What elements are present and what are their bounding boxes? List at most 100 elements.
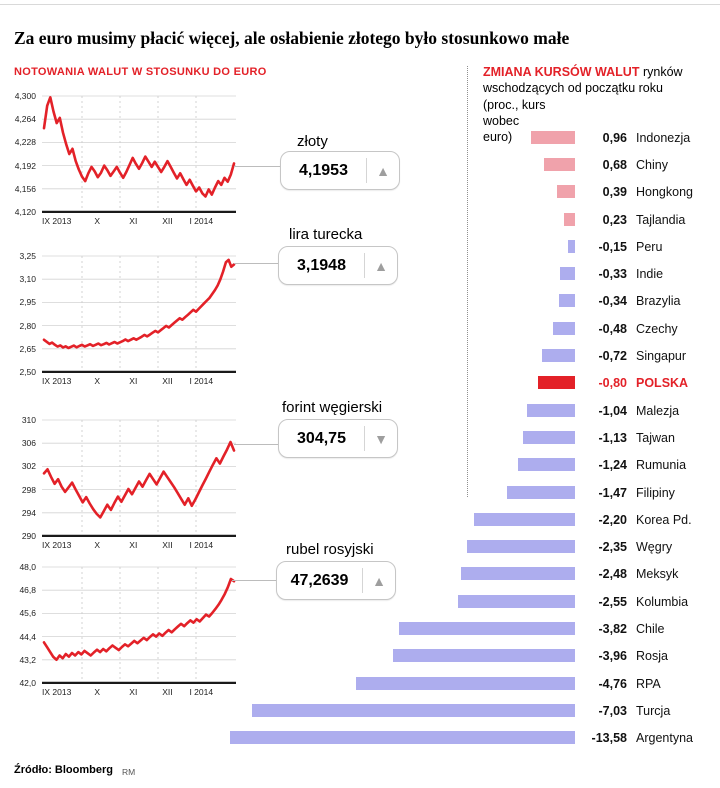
right-panel-subtitle: rynków wschodzących od początku roku [483,65,683,96]
x-tick-label: XI [129,687,138,697]
bar-row: -0,33 Indie [230,260,708,287]
bar-value: -1,24 [598,458,628,473]
bar-track [230,567,575,581]
value-badge-rubel: 47,2639 ▲ [276,561,396,600]
leader-line [232,580,276,581]
line-chart-block-rubel: 48,0 46,8 45,6 44,4 43,2 42,0 IX 2013 X XI XII I … [8,562,236,700]
bar-track [230,212,575,227]
bar-row: -2,20 Korea Pd. [230,506,708,533]
bar-track [230,157,575,172]
y-tick-label: 4,192 [14,160,36,171]
bar-row: -7,03 Turcja [230,697,708,724]
bar-value: 0,23 [602,212,627,227]
bar-track [230,731,575,745]
bar-value: -2,48 [598,567,628,582]
price-line [42,577,236,662]
bar-country: Singapur [636,349,687,364]
source-credit: Źródło: Bloomberg [14,764,113,776]
bar-track [230,649,575,663]
dotted-separator [467,66,468,497]
x-tick-label: I 2014 [189,540,214,550]
x-axis: IX 2013 X XI XII I 2014 [42,216,236,228]
right-panel-note: (proc., kurs wobec euro) [483,97,546,145]
price-line [42,440,236,519]
bar-value: -1,04 [598,403,628,418]
y-tick-label: 2,65 [19,343,36,354]
bar-value: -2,20 [598,512,628,527]
currency-label-zloty: złoty [297,133,328,150]
bar-value: -1,13 [598,430,628,445]
bar-row: -3,82 Chile [230,615,708,642]
x-tick-label: XI [129,376,138,386]
currency-value: 4,1953 [299,161,348,179]
price-line [42,95,236,198]
bar [544,157,575,171]
bar-country: Czechy [636,321,678,336]
trend-down-icon: ▼ [374,430,388,447]
plot-area [42,255,236,373]
bar [559,294,575,308]
y-tick-label: 42,0 [19,678,36,688]
bar-value: 0,68 [602,157,627,172]
bar [474,512,575,526]
currency-value: 47,2639 [290,571,349,589]
line-chart-block-forint: 310 306 302 298 294 290 IX 2013 X XI XII I 2014 [8,415,236,553]
bar-row: 0,68 Chiny [230,151,708,178]
page-title: Za euro musimy płacić więcej, ale osłabi… [14,27,570,48]
y-axis: 4,300 4,264 4,228 4,192 4,156 4,120 [8,91,38,217]
x-tick-label: XII [162,216,173,226]
bar-track [230,512,575,527]
bar-country: Meksyk [636,567,679,582]
bar-country: Brazylia [636,294,681,309]
bar-row: -0,80 POLSKA [230,370,708,397]
x-axis: IX 2013 X XI XII I 2014 [42,376,236,388]
y-tick-label: 298 [21,484,36,495]
bar-track [230,676,575,691]
x-tick-label: IX 2013 [42,216,72,226]
bar [518,458,575,472]
bar-value: -0,34 [598,294,628,309]
bar-value: -0,80 [598,376,628,391]
bar-row: -13,58 Argentyna [230,725,708,752]
bar-country: Filipiny [636,485,675,500]
bar [461,567,575,581]
bar-row: -1,47 Filipiny [230,479,708,506]
badge-divider [366,158,367,183]
bar-value: -0,48 [598,321,628,336]
bar [356,676,575,690]
y-tick-label: 4,264 [14,114,36,125]
bar-value: 0,39 [602,185,627,200]
line-chart-block-zloty: 4,300 4,264 4,228 4,192 4,156 4,120 IX 2013 X X… [8,91,236,229]
bar [568,239,575,253]
y-tick-label: 2,50 [19,367,36,377]
top-rule [0,4,720,5]
bar [560,267,575,281]
x-tick-label: I 2014 [189,376,214,386]
bar-country: Korea Pd. [636,512,692,527]
bar-row: -4,76 RPA [230,670,708,697]
bar-value: -2,55 [598,594,628,609]
currency-label-lira: lira turecka [289,226,363,243]
bar-value: -2,35 [598,540,628,555]
bar [458,594,575,608]
bar [542,349,575,363]
bar-value: 0,96 [602,130,627,145]
left-section-header: NOTOWANIA WALUT W STOSUNKU DO EURO [14,66,267,78]
bar [527,403,575,417]
bar-track [230,239,575,254]
y-axis: 3,25 3,10 2,95 2,80 2,65 2,50 [8,251,38,377]
badge-divider [364,426,365,451]
bar [531,130,575,144]
bar-track [230,403,575,418]
x-tick-label: IX 2013 [42,376,72,386]
y-tick-label: 4,300 [14,91,36,101]
x-tick-label: I 2014 [189,687,214,697]
line-chart-svg [42,566,236,684]
bar-value: -0,33 [598,267,628,282]
bar-value: -3,82 [598,621,628,636]
bar [553,321,575,335]
y-tick-label: 48,0 [19,562,36,572]
right-panel-header: ZMIANA KURSÓW WALUT rynków wschodzących … [483,64,719,145]
currency-value: 304,75 [297,429,346,447]
